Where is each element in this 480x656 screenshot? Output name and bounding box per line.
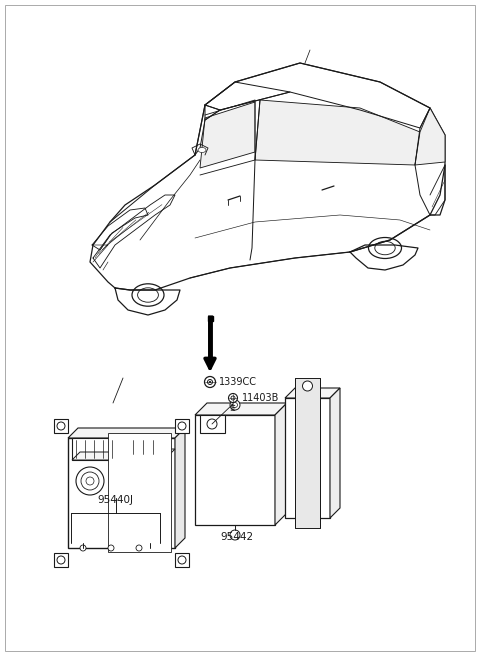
Polygon shape — [255, 100, 420, 165]
Polygon shape — [275, 403, 287, 525]
Polygon shape — [72, 438, 123, 460]
Circle shape — [207, 380, 213, 384]
Polygon shape — [285, 398, 330, 518]
Circle shape — [80, 545, 86, 551]
Circle shape — [86, 477, 94, 485]
Polygon shape — [54, 553, 68, 567]
Circle shape — [57, 422, 65, 430]
Text: 1339CC: 1339CC — [219, 377, 257, 387]
Circle shape — [57, 556, 65, 564]
Circle shape — [204, 377, 216, 388]
Polygon shape — [175, 428, 185, 548]
Circle shape — [232, 403, 238, 407]
Polygon shape — [200, 415, 225, 433]
Circle shape — [178, 556, 186, 564]
Circle shape — [207, 419, 217, 429]
Polygon shape — [415, 108, 445, 165]
Circle shape — [108, 545, 114, 551]
Circle shape — [231, 396, 235, 400]
Polygon shape — [108, 433, 171, 552]
Polygon shape — [330, 388, 340, 518]
Circle shape — [136, 545, 142, 551]
Polygon shape — [195, 415, 275, 525]
Polygon shape — [285, 388, 340, 398]
Circle shape — [302, 381, 312, 391]
Circle shape — [209, 381, 211, 383]
Polygon shape — [195, 403, 287, 415]
Polygon shape — [68, 428, 185, 438]
Text: 95442: 95442 — [220, 532, 253, 542]
Polygon shape — [200, 102, 255, 168]
Bar — [207, 316, 213, 321]
Polygon shape — [295, 378, 320, 528]
Polygon shape — [128, 438, 168, 456]
Circle shape — [81, 472, 99, 490]
Polygon shape — [54, 419, 68, 433]
Polygon shape — [175, 553, 189, 567]
Polygon shape — [128, 449, 175, 456]
Text: 11403B: 11403B — [242, 393, 279, 403]
Polygon shape — [72, 452, 131, 460]
Text: 95440J: 95440J — [97, 495, 133, 505]
Ellipse shape — [198, 148, 206, 152]
Circle shape — [228, 394, 238, 403]
Polygon shape — [175, 419, 189, 433]
Circle shape — [178, 422, 186, 430]
Circle shape — [230, 530, 240, 540]
Circle shape — [76, 467, 104, 495]
Polygon shape — [68, 438, 175, 548]
Circle shape — [230, 400, 240, 410]
Polygon shape — [90, 63, 445, 290]
